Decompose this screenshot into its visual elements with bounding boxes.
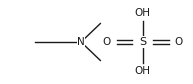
Text: O: O	[175, 37, 183, 47]
Text: S: S	[139, 37, 146, 47]
Text: O: O	[103, 37, 111, 47]
Text: OH: OH	[135, 66, 151, 76]
Text: OH: OH	[135, 8, 151, 18]
Text: N: N	[77, 37, 85, 47]
